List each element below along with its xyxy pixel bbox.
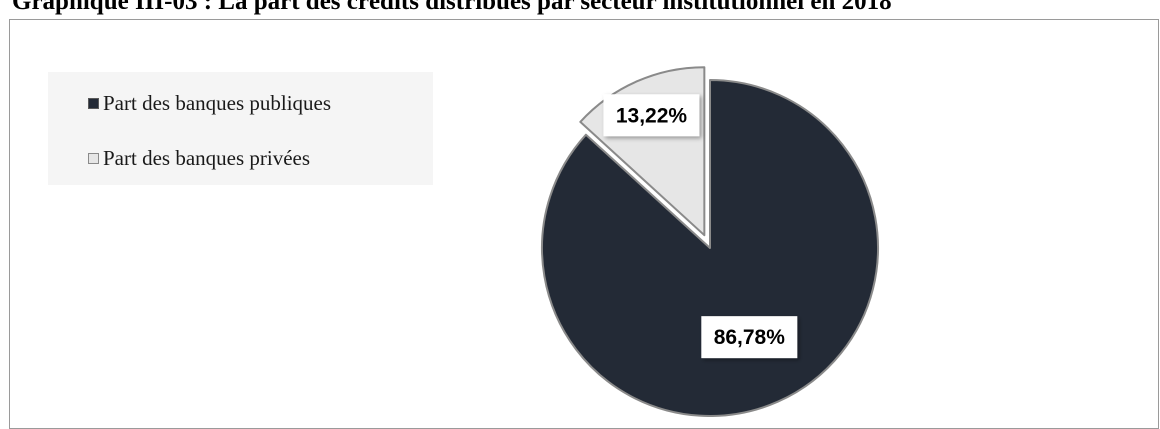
pie-chart: 86,78% 13,22% — [541, 66, 879, 417]
legend-item-private-banks: Part des banques privées — [88, 146, 310, 171]
legend-swatch-public-banks — [88, 98, 99, 109]
legend-swatch-private-banks — [88, 153, 99, 164]
legend-label-private-banks: Part des banques privées — [103, 146, 311, 170]
data-label-private-banks: 13,22% — [616, 104, 688, 127]
data-label-public-banks: 86,78% — [714, 326, 786, 349]
data-label-public-banks-box: 86,78% — [701, 316, 798, 359]
legend-label-public-banks: Part des banques publiques — [103, 91, 332, 115]
data-label-private-banks-background — [603, 94, 700, 137]
chart-legend: Part des banques publiques Part des banq… — [48, 72, 433, 185]
chart-title: Graphique III-03 : La part des crédits d… — [12, 0, 892, 15]
legend-item-public-banks: Part des banques publiques — [88, 91, 331, 116]
data-label-private-banks-box: 13,22% — [603, 94, 700, 137]
data-label-public-banks-background — [701, 316, 798, 359]
